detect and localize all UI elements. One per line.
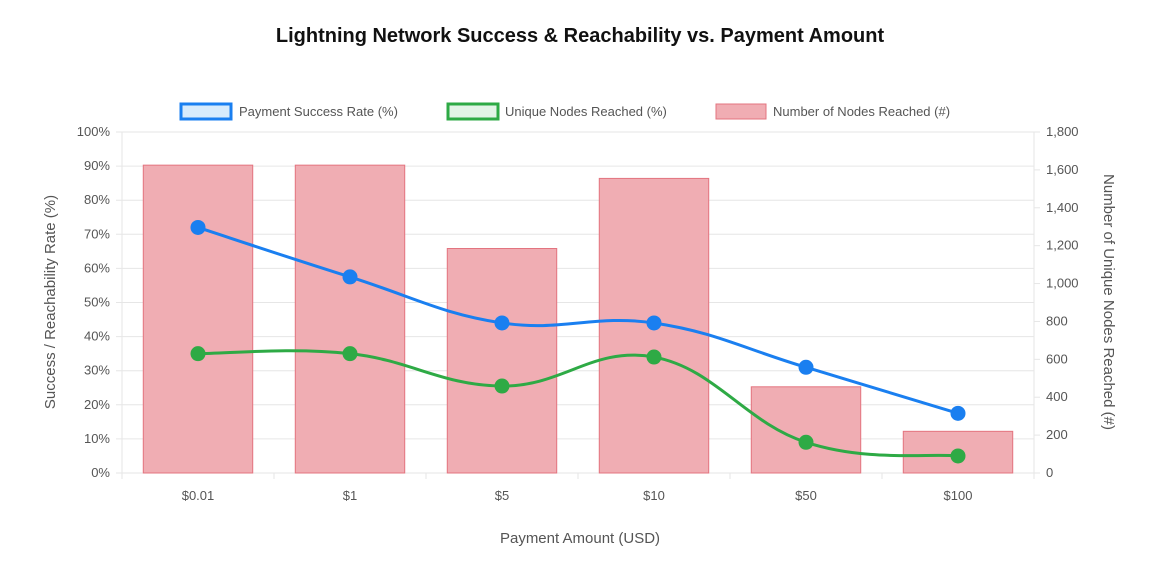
x-tick-label: $10 bbox=[643, 488, 665, 503]
data-point bbox=[646, 315, 662, 331]
y-axis-title: Success / Reachability Rate (%) bbox=[42, 195, 59, 409]
y-tick-label: 80% bbox=[84, 192, 110, 207]
legend-swatch bbox=[715, 103, 767, 120]
y-tick-label: 60% bbox=[84, 260, 110, 275]
bar bbox=[750, 386, 862, 474]
data-point bbox=[798, 359, 814, 375]
data-point bbox=[494, 315, 510, 331]
y-tick-label: 0% bbox=[91, 465, 110, 480]
bar bbox=[446, 248, 558, 474]
data-point bbox=[798, 434, 814, 450]
y2-tick-label: 1,200 bbox=[1046, 238, 1079, 253]
legend-label: Payment Success Rate (%) bbox=[239, 104, 398, 119]
y2-tick-label: 800 bbox=[1046, 313, 1068, 328]
y2-tick-label: 200 bbox=[1046, 427, 1068, 442]
y2-tick-label: 0 bbox=[1046, 465, 1053, 480]
y-tick-label: 100% bbox=[77, 124, 111, 139]
data-point bbox=[342, 269, 358, 285]
y-tick-label: 50% bbox=[84, 295, 110, 310]
data-point bbox=[950, 448, 966, 464]
y2-tick-label: 1,600 bbox=[1046, 162, 1079, 177]
data-point bbox=[190, 219, 206, 235]
y2-tick-label: 600 bbox=[1046, 351, 1068, 366]
y2-axis-title: Number of Unique Nodes Reached (#) bbox=[1100, 174, 1117, 430]
y2-tick-label: 1,400 bbox=[1046, 200, 1079, 215]
y2-tick-label: 400 bbox=[1046, 389, 1068, 404]
series-line bbox=[197, 226, 959, 415]
data-point bbox=[646, 349, 662, 365]
legend-swatch bbox=[446, 102, 500, 121]
y2-tick-label: 1,800 bbox=[1046, 124, 1079, 139]
x-tick-label: $1 bbox=[343, 488, 357, 503]
legend-label: Unique Nodes Reached (%) bbox=[505, 104, 667, 119]
series-line bbox=[197, 349, 959, 458]
data-point bbox=[950, 405, 966, 421]
x-axis-title: Payment Amount (USD) bbox=[500, 530, 660, 547]
y2-tick-label: 1,000 bbox=[1046, 276, 1079, 291]
x-tick-label: $50 bbox=[795, 488, 817, 503]
legend-label: Number of Nodes Reached (#) bbox=[773, 104, 950, 119]
y-tick-label: 70% bbox=[84, 226, 110, 241]
data-point bbox=[494, 378, 510, 394]
lines-layer bbox=[190, 219, 966, 464]
x-tick-label: $0.01 bbox=[182, 488, 215, 503]
y-tick-label: 40% bbox=[84, 329, 110, 344]
x-tick-label: $5 bbox=[495, 488, 509, 503]
bar bbox=[294, 164, 406, 474]
bar bbox=[142, 164, 254, 474]
bars-layer bbox=[142, 164, 1014, 474]
chart-title: Lightning Network Success & Reachability… bbox=[276, 25, 885, 47]
y-tick-label: 10% bbox=[84, 431, 110, 446]
legend-swatch bbox=[179, 102, 233, 121]
legend[interactable]: Payment Success Rate (%) Unique Nodes Rea… bbox=[179, 102, 950, 121]
grid-layer bbox=[116, 131, 1040, 479]
x-tick-label: $100 bbox=[944, 488, 973, 503]
data-point bbox=[342, 346, 358, 362]
data-point bbox=[190, 346, 206, 362]
y-tick-label: 90% bbox=[84, 158, 110, 173]
y-tick-label: 30% bbox=[84, 363, 110, 378]
y-tick-label: 20% bbox=[84, 397, 110, 412]
axes-layer: 0% 10% 20% 30% 40% 50% 60% 70% 80% 90% 100% 0 200 400… bbox=[77, 124, 1079, 503]
